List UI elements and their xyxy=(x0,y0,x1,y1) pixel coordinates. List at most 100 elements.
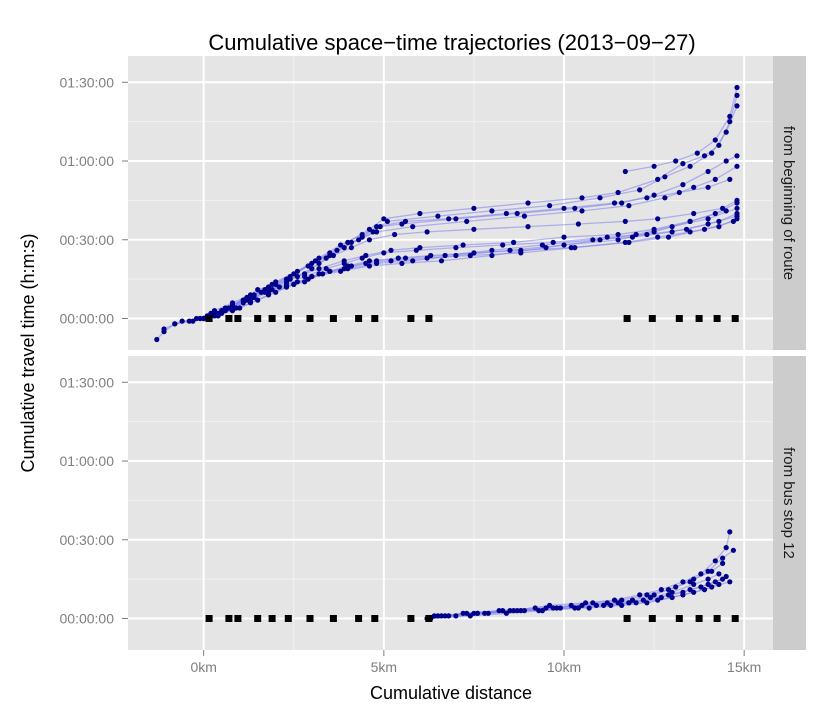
data-point xyxy=(712,210,718,217)
data-point xyxy=(471,226,477,232)
data-point xyxy=(698,584,704,590)
data-point xyxy=(309,260,315,266)
data-point xyxy=(229,308,236,314)
y-axis-title: Cumulative travel time (h:m:s) xyxy=(18,233,38,472)
data-point xyxy=(712,137,718,143)
bus-stop-marker xyxy=(306,615,314,622)
bus-stop-marker xyxy=(329,315,337,322)
data-point xyxy=(655,597,661,603)
data-point xyxy=(575,605,582,611)
data-point xyxy=(316,266,322,272)
bus-stop-marker xyxy=(306,315,314,322)
data-point xyxy=(471,610,477,616)
data-point xyxy=(727,176,733,182)
data-point xyxy=(273,289,279,295)
data-point xyxy=(338,268,344,274)
x-tick-label: 0km xyxy=(190,659,216,675)
data-point xyxy=(579,602,585,609)
data-point xyxy=(417,245,423,251)
data-point xyxy=(244,294,250,301)
data-point xyxy=(496,608,502,614)
data-point xyxy=(377,224,383,230)
data-point xyxy=(269,281,275,287)
y-tick-label: 00:00:00 xyxy=(60,311,115,327)
data-point xyxy=(608,602,614,609)
data-point xyxy=(691,581,697,588)
data-point xyxy=(500,242,506,248)
data-point xyxy=(510,239,517,245)
data-point xyxy=(723,158,729,164)
data-point xyxy=(291,281,297,287)
data-point xyxy=(345,263,351,269)
data-point xyxy=(503,210,509,217)
data-point xyxy=(402,218,409,224)
data-point xyxy=(619,602,625,609)
data-point xyxy=(673,584,679,590)
data-point xyxy=(320,271,326,277)
data-point xyxy=(374,258,380,264)
data-point xyxy=(471,205,477,211)
data-point xyxy=(590,600,596,606)
data-point xyxy=(734,84,740,91)
bus-stop-marker xyxy=(425,615,433,622)
data-point xyxy=(327,268,333,274)
x-tick-label: 10km xyxy=(547,659,581,675)
data-point xyxy=(334,247,340,253)
data-point xyxy=(215,313,221,319)
bus-stop-marker xyxy=(355,615,363,622)
data-point xyxy=(247,294,254,301)
data-point xyxy=(356,237,362,243)
data-point xyxy=(485,610,491,616)
data-point xyxy=(716,224,722,230)
bus-stop-marker xyxy=(234,615,242,622)
data-point xyxy=(611,200,618,206)
bus-stop-marker xyxy=(268,315,276,322)
data-point xyxy=(345,239,351,245)
x-tick-label: 15km xyxy=(727,659,761,675)
data-point xyxy=(705,184,711,190)
data-point xyxy=(294,279,300,285)
bus-stop-marker xyxy=(225,315,233,322)
data-point xyxy=(453,245,459,251)
x-axis-ticks: 0km 5km 10km 15km xyxy=(190,650,761,675)
data-point xyxy=(662,174,668,180)
data-point xyxy=(417,210,423,217)
data-point xyxy=(316,260,322,266)
data-point xyxy=(622,218,628,224)
data-point xyxy=(680,161,686,167)
data-point xyxy=(611,597,618,603)
data-point xyxy=(273,279,279,285)
bus-stop-marker xyxy=(731,315,739,322)
data-point xyxy=(471,250,477,256)
data-point xyxy=(644,592,650,598)
data-point xyxy=(172,321,178,327)
data-point xyxy=(716,142,722,148)
data-point xyxy=(366,237,372,243)
data-point xyxy=(381,250,387,256)
panel-top-stops xyxy=(205,315,739,322)
data-point xyxy=(366,226,372,232)
data-point xyxy=(410,224,416,230)
data-point xyxy=(363,260,369,266)
data-point xyxy=(384,218,390,224)
data-point xyxy=(547,602,553,609)
data-point xyxy=(705,168,711,175)
data-point xyxy=(705,216,711,222)
data-point xyxy=(229,302,236,308)
data-point xyxy=(658,587,664,593)
data-point xyxy=(370,229,376,235)
data-point xyxy=(651,163,657,169)
data-point xyxy=(547,203,553,209)
data-point xyxy=(687,229,693,235)
data-point xyxy=(460,242,466,248)
data-point xyxy=(258,289,264,295)
bus-stop-marker xyxy=(675,315,683,322)
data-point xyxy=(633,600,639,606)
data-point xyxy=(305,263,311,269)
data-point xyxy=(720,560,726,567)
data-point xyxy=(543,605,549,611)
data-point xyxy=(730,218,737,224)
data-point xyxy=(536,608,542,614)
data-point xyxy=(701,153,708,159)
data-point xyxy=(514,210,520,217)
